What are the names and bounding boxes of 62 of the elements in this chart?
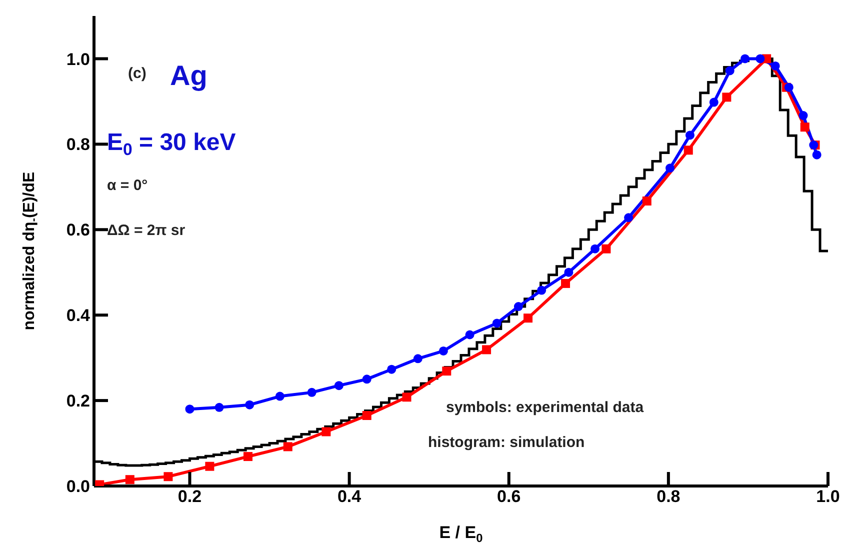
point <box>438 346 448 356</box>
point <box>590 244 600 254</box>
point <box>465 330 474 340</box>
point <box>642 196 652 206</box>
point <box>205 462 214 471</box>
y-tick-label: 0.8 <box>66 135 90 154</box>
x-tick-label: 0.2 <box>178 487 202 506</box>
point <box>561 278 570 288</box>
point <box>537 286 546 295</box>
y-tick-label: 0.0 <box>66 477 90 496</box>
point <box>362 374 372 384</box>
point <box>514 302 523 312</box>
point <box>722 92 732 102</box>
point <box>800 122 810 132</box>
point <box>283 442 292 452</box>
point <box>164 472 173 482</box>
point <box>602 244 611 254</box>
point <box>322 427 331 436</box>
point <box>492 318 502 328</box>
point <box>709 98 718 107</box>
point <box>770 61 780 70</box>
point <box>307 388 316 397</box>
point <box>725 66 734 76</box>
x-tick-label: 0.4 <box>337 487 362 506</box>
annotation: E$_{0}$ = 30 keV <box>107 129 236 160</box>
x-tick-label: 0.6 <box>497 487 521 506</box>
annotation: (c) <box>128 65 146 82</box>
point <box>756 54 765 64</box>
point <box>564 268 574 277</box>
point <box>740 54 750 64</box>
y-tick-label: 0.2 <box>66 392 90 411</box>
x-tick-label: 1.0 <box>816 487 840 506</box>
point <box>125 475 134 484</box>
annotation: α = 0° <box>107 177 148 194</box>
point <box>214 402 224 412</box>
point <box>624 213 634 222</box>
point <box>243 452 252 462</box>
point <box>387 364 396 374</box>
annotation: symbols: experimental data <box>446 399 644 416</box>
point <box>666 164 675 173</box>
y-tick-label: 1.0 <box>66 50 90 69</box>
point <box>684 146 693 155</box>
point <box>798 111 808 120</box>
point <box>334 381 344 390</box>
point <box>482 345 492 354</box>
point <box>402 392 412 402</box>
point <box>442 366 452 376</box>
y-tick-label: 0.4 <box>66 306 91 326</box>
x-tick-label: 0.8 <box>656 487 680 506</box>
annotation: histogram: simulation <box>428 434 585 451</box>
point <box>685 130 694 140</box>
point <box>362 411 372 420</box>
y-tick-label: 0.6 <box>66 220 90 240</box>
annotation: ΔΩ = 2π sr <box>107 222 186 239</box>
x-axis-title: E / E$_{0}$ <box>439 523 484 545</box>
point <box>812 150 822 160</box>
point <box>245 400 254 410</box>
point <box>185 404 194 414</box>
point <box>275 392 284 401</box>
point <box>413 354 422 364</box>
annotation: Ag <box>170 60 208 91</box>
point <box>524 314 533 323</box>
